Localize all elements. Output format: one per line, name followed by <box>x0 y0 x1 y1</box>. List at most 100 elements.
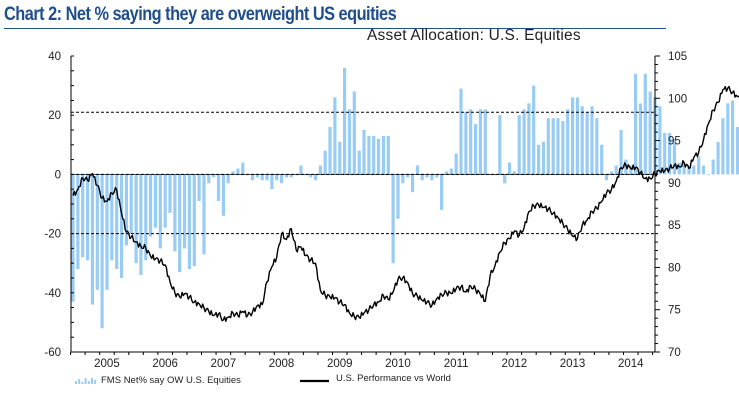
bar <box>706 174 710 176</box>
bar <box>503 174 507 184</box>
bar <box>149 174 153 237</box>
legend-label-bars: FMS Net% say OW U.S. Equities <box>101 375 241 386</box>
bar <box>435 174 439 178</box>
bar <box>682 162 686 175</box>
bar <box>663 133 667 175</box>
bar <box>367 135 371 175</box>
bar <box>701 165 706 175</box>
bar <box>609 171 613 175</box>
bar <box>648 91 652 175</box>
x-tick-label: 2005 <box>94 358 120 370</box>
bar <box>76 174 80 270</box>
axes: 40 20 0 -20 -40 -60 105 100 95 90 85 80 75 70 2005 2006… <box>44 51 687 370</box>
x-tick-label: 2009 <box>327 358 353 370</box>
x-tick-label: 2008 <box>269 358 295 370</box>
bar <box>323 150 327 175</box>
performance-line <box>72 85 739 322</box>
right-tick-label: 105 <box>668 51 687 63</box>
bar <box>672 138 676 175</box>
bar <box>697 156 701 175</box>
bar <box>464 112 468 175</box>
bar <box>284 174 288 178</box>
bar <box>614 165 618 175</box>
bar <box>580 106 584 175</box>
right-tick-label: 100 <box>668 93 687 105</box>
bar <box>566 109 570 175</box>
legend-bar-swatch <box>94 380 97 384</box>
chart-subtitle: Asset Allocation: U.S. Equities <box>367 27 581 44</box>
right-tick-label: 95 <box>668 136 681 148</box>
legend-bar-swatch <box>91 378 93 384</box>
bar <box>124 174 128 246</box>
bar <box>430 174 434 181</box>
bar <box>474 124 478 175</box>
bar <box>129 174 133 234</box>
bar <box>304 174 308 176</box>
bar <box>551 118 555 175</box>
bar <box>507 162 512 175</box>
bar <box>532 85 536 175</box>
bar <box>192 174 196 267</box>
bar <box>357 150 361 175</box>
bar <box>279 174 284 184</box>
bar <box>716 141 720 175</box>
bar <box>216 174 221 201</box>
bar <box>372 135 376 175</box>
bar <box>585 112 589 175</box>
bar <box>527 103 531 175</box>
bar <box>454 153 458 175</box>
bar <box>110 174 114 261</box>
bar <box>328 127 332 175</box>
bar <box>381 135 385 175</box>
bar <box>95 174 99 290</box>
bar <box>309 174 313 178</box>
bar <box>265 174 269 181</box>
bar <box>221 174 225 216</box>
bar <box>571 97 575 175</box>
x-tick-label: 2006 <box>152 358 178 370</box>
bar <box>406 174 410 178</box>
bar <box>250 174 255 181</box>
bar <box>541 141 546 175</box>
chart-title: Chart 2: Net % saying they are overweigh… <box>4 4 397 25</box>
x-tick-label: 2007 <box>211 358 237 370</box>
bar <box>197 174 201 201</box>
bar <box>168 174 172 213</box>
legend-bar-swatch <box>87 381 90 384</box>
bar <box>410 174 415 193</box>
right-tick-label: 85 <box>668 220 681 232</box>
bar <box>643 73 647 175</box>
bar <box>478 109 482 175</box>
bar <box>629 165 633 175</box>
bar <box>202 174 206 255</box>
legend-label-line: U.S. Performance vs World <box>336 373 451 384</box>
left-tick-label: -20 <box>44 229 61 241</box>
bar <box>415 165 419 175</box>
bar <box>212 174 216 178</box>
bar <box>270 174 274 190</box>
title-underline <box>4 28 666 29</box>
bar <box>255 174 259 178</box>
bar <box>275 174 279 181</box>
bar <box>711 159 715 175</box>
bar <box>313 174 318 181</box>
bar <box>731 100 735 175</box>
bar <box>517 115 521 175</box>
x-tick-label: 2013 <box>560 358 586 370</box>
bar <box>236 168 240 175</box>
bar <box>638 103 643 175</box>
left-tick-label: -40 <box>44 288 61 300</box>
bar <box>71 174 75 302</box>
bar <box>561 121 565 175</box>
bar <box>721 118 725 175</box>
bar <box>522 109 526 175</box>
right-tick-label: 75 <box>668 305 681 317</box>
bar <box>677 162 681 175</box>
x-tick-label: 2011 <box>444 358 469 370</box>
bar <box>459 88 463 175</box>
left-tick-label: 0 <box>55 169 61 181</box>
bar <box>425 174 429 178</box>
bar <box>668 133 672 175</box>
bar <box>100 174 104 329</box>
bar <box>493 174 497 176</box>
